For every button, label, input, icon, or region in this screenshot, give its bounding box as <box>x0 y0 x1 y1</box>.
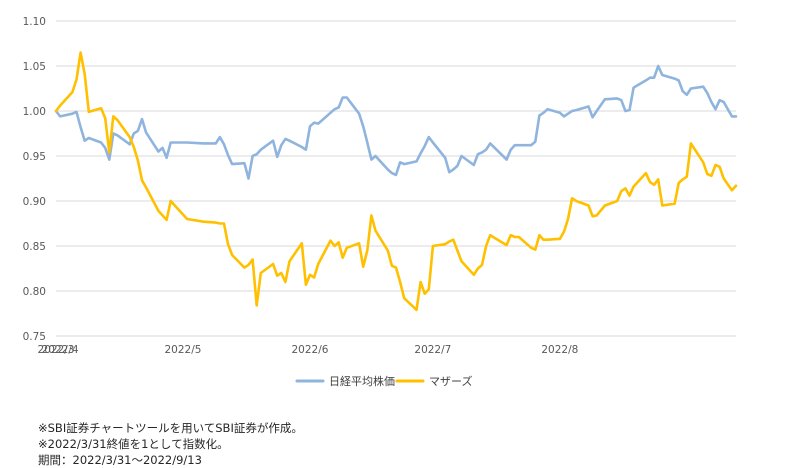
series-lines <box>54 51 738 312</box>
x-tick-label: 2022/3 <box>38 344 75 356</box>
footnotes: ※SBI証券チャートツールを用いてSBI証券が作成。 ※2022/3/31終値を… <box>38 420 303 468</box>
y-tick-label: 1.10 <box>23 16 46 28</box>
series-line-1 <box>54 51 738 312</box>
x-tick-label: 2022/5 <box>165 344 202 356</box>
line-chart: 1.101.051.000.950.900.850.800.75 2022/32… <box>23 16 738 388</box>
x-tick-label: 2022/6 <box>291 344 328 356</box>
y-tick-label: 0.85 <box>23 241 46 253</box>
legend: 日経平均株価 マザーズ <box>295 374 472 388</box>
note-index-base: ※2022/3/31終値を1として指数化。 <box>38 437 229 451</box>
y-tick-label: 1.00 <box>23 106 46 118</box>
y-tick-label: 0.95 <box>23 151 46 163</box>
series-line-0 <box>54 64 738 180</box>
y-tick-label: 0.80 <box>23 286 46 298</box>
gridlines <box>56 20 736 337</box>
y-axis-ticks: 1.10 1.05 1.00 0.95 0.90 0.85 0.80 0.75 <box>23 16 46 343</box>
x-tick-label: 2022/8 <box>541 344 578 356</box>
legend-label: 日経平均株価 <box>329 374 395 388</box>
legend-label: マザーズ <box>429 374 472 388</box>
y-tick-label: 0.75 <box>23 331 46 343</box>
y-tick-label: 0.90 <box>23 196 46 208</box>
y-tick-label: 1.05 <box>23 61 46 73</box>
note-period: 期間：2022/3/31～2022/9/13 <box>38 453 202 467</box>
note-source: ※SBI証券チャートツールを用いてSBI証券が作成。 <box>38 421 303 435</box>
x-tick-label: 2022/4 <box>42 344 79 356</box>
x-tick-label: 2022/7 <box>414 344 451 356</box>
